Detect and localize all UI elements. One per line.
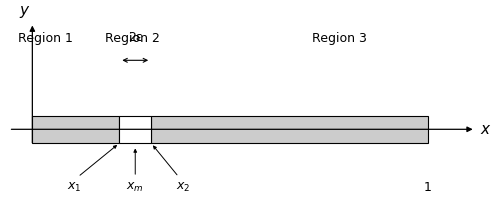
- Text: Region 1: Region 1: [18, 32, 73, 45]
- Text: 2ε: 2ε: [128, 31, 142, 44]
- Text: $x_m$: $x_m$: [126, 181, 144, 194]
- Bar: [151, 115, 428, 143]
- Text: Region 2: Region 2: [106, 32, 160, 45]
- Bar: [120, 115, 151, 143]
- Text: $x_2$: $x_2$: [176, 181, 190, 194]
- Text: 1: 1: [424, 181, 432, 194]
- Text: $y$: $y$: [18, 4, 30, 20]
- Text: Region 3: Region 3: [312, 32, 367, 45]
- Text: $x_1$: $x_1$: [66, 181, 81, 194]
- Text: $x$: $x$: [480, 122, 491, 137]
- Bar: [32, 115, 120, 143]
